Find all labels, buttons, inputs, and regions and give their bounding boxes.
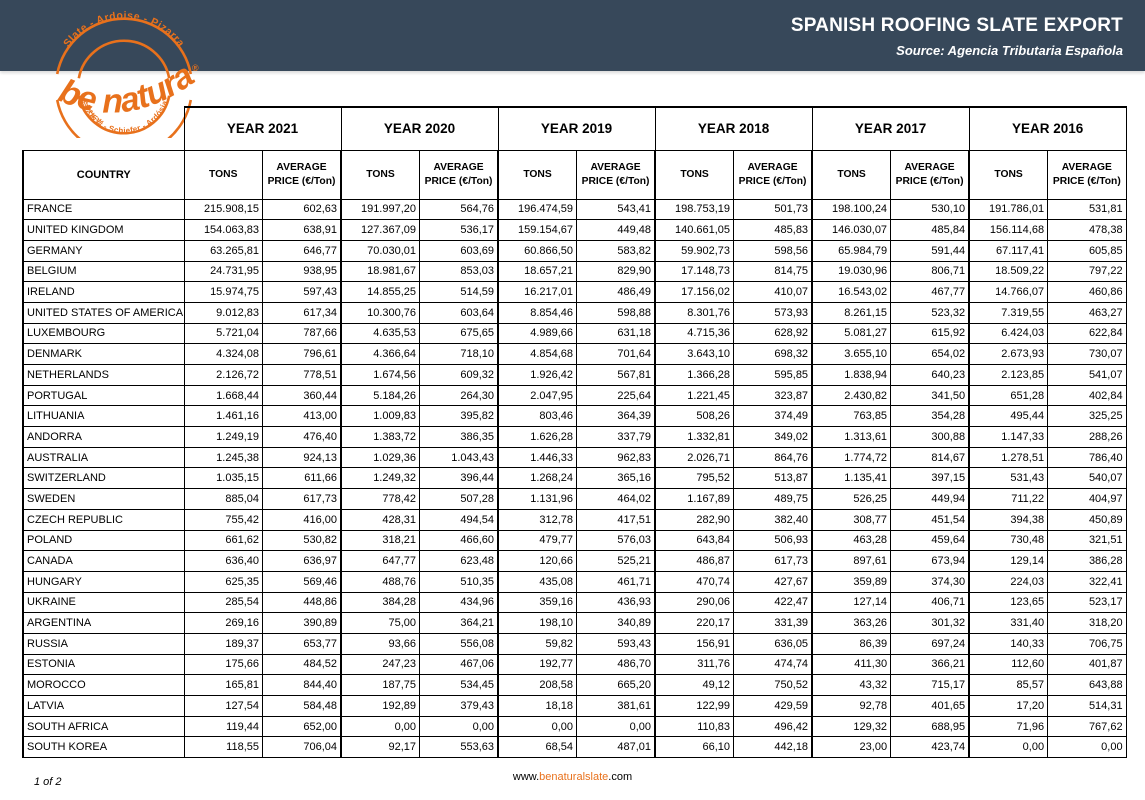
svg-text:Slate - Ardoise - Pizarra: Slate - Ardoise - Pizarra	[61, 10, 187, 50]
svg-text:be natural: be natural	[10, 8, 201, 121]
svg-text:®: ®	[192, 63, 199, 73]
